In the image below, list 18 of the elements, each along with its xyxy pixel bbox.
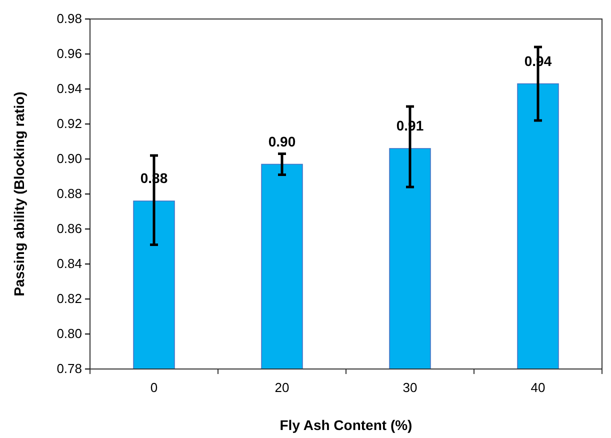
data-label: 0.90	[268, 133, 296, 150]
x-axis-title: Fly Ash Content (%)	[280, 417, 412, 433]
y-tick-label: 0.78	[56, 361, 82, 376]
x-tick-label: 40	[530, 380, 546, 396]
y-tick-label: 0.98	[56, 11, 82, 26]
y-tick-label: 0.90	[56, 151, 82, 166]
y-tick-label: 0.86	[56, 221, 82, 236]
y-tick-label: 0.88	[56, 186, 82, 202]
y-tick-label: 0.82	[56, 291, 82, 306]
y-tick-label: 0.96	[56, 46, 82, 62]
y-tick-label: 0.80	[56, 326, 82, 342]
y-tick-label: 0.92	[56, 116, 82, 132]
y-tick-label: 0.84	[56, 256, 82, 272]
x-tick-label: 30	[402, 380, 418, 396]
y-axis-title: Passing ability (Blocking ratio)	[11, 92, 27, 296]
x-tick-label: 20	[274, 380, 290, 396]
x-tick-label: 0	[150, 380, 158, 396]
y-tick-label: 0.94	[56, 81, 82, 96]
